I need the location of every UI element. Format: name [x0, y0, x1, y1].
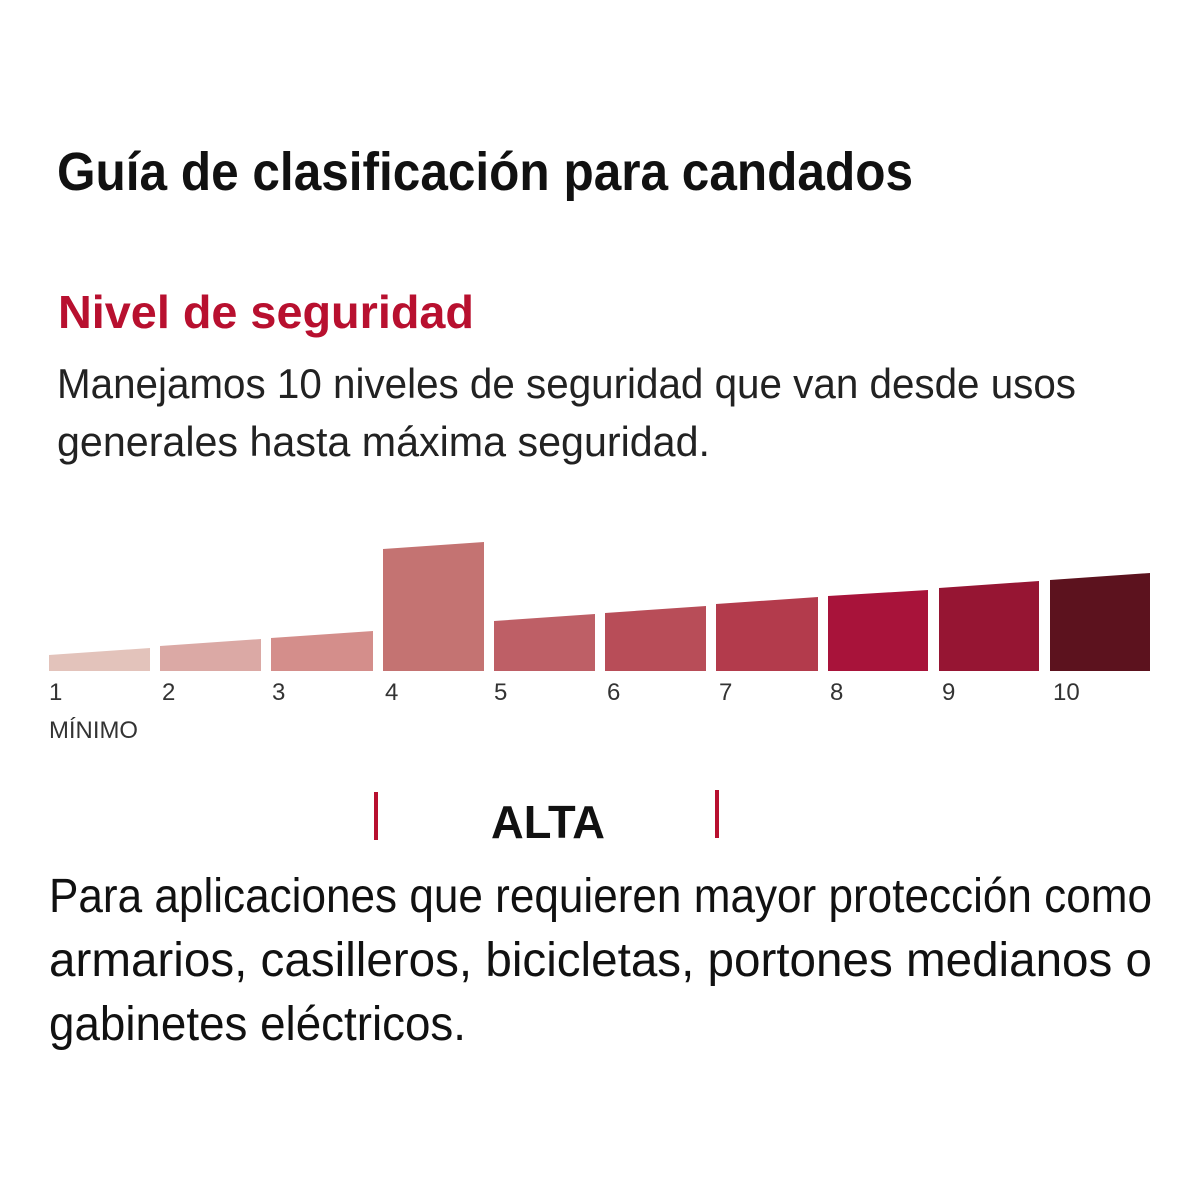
level-label: 8 [830, 679, 843, 706]
level-label: 3 [272, 679, 285, 706]
level-bar [716, 597, 818, 671]
level-bar [271, 631, 373, 671]
level-bar [828, 590, 928, 671]
level-labels: 1 2 3 4 5 6 7 8 9 10 [49, 679, 1080, 706]
level-label: 5 [494, 679, 507, 706]
divider [374, 792, 378, 840]
level-bar [494, 614, 595, 671]
title: Guía de clasificación para candados [57, 142, 913, 202]
level-bars [49, 542, 1150, 671]
level-label: 1 [49, 679, 62, 706]
description-line: generales hasta máxima seguridad. [57, 418, 710, 465]
level-label: 7 [719, 679, 732, 706]
level-label: 4 [385, 679, 398, 706]
divider [715, 790, 719, 838]
level-label: 2 [162, 679, 175, 706]
body-line: Para aplicaciones que requieren mayor pr… [49, 870, 1152, 923]
level-bar [383, 542, 484, 671]
min-label: MÍNIMO [49, 717, 138, 744]
selected-level: ALTA [491, 796, 605, 848]
level-bar [605, 606, 706, 671]
description-line: Manejamos 10 niveles de seguridad que va… [57, 360, 1076, 407]
level-label: 6 [607, 679, 620, 706]
level-bar [939, 581, 1039, 671]
body-line: gabinetes eléctricos. [49, 998, 466, 1051]
body-line: armarios, casilleros, bicicletas, porton… [49, 934, 1152, 987]
level-label: 9 [942, 679, 955, 706]
level-bar [160, 639, 261, 671]
level-label: 10 [1053, 679, 1080, 706]
section-heading: Nivel de seguridad [58, 286, 474, 338]
level-bar [1050, 573, 1150, 671]
level-bar [49, 648, 150, 671]
